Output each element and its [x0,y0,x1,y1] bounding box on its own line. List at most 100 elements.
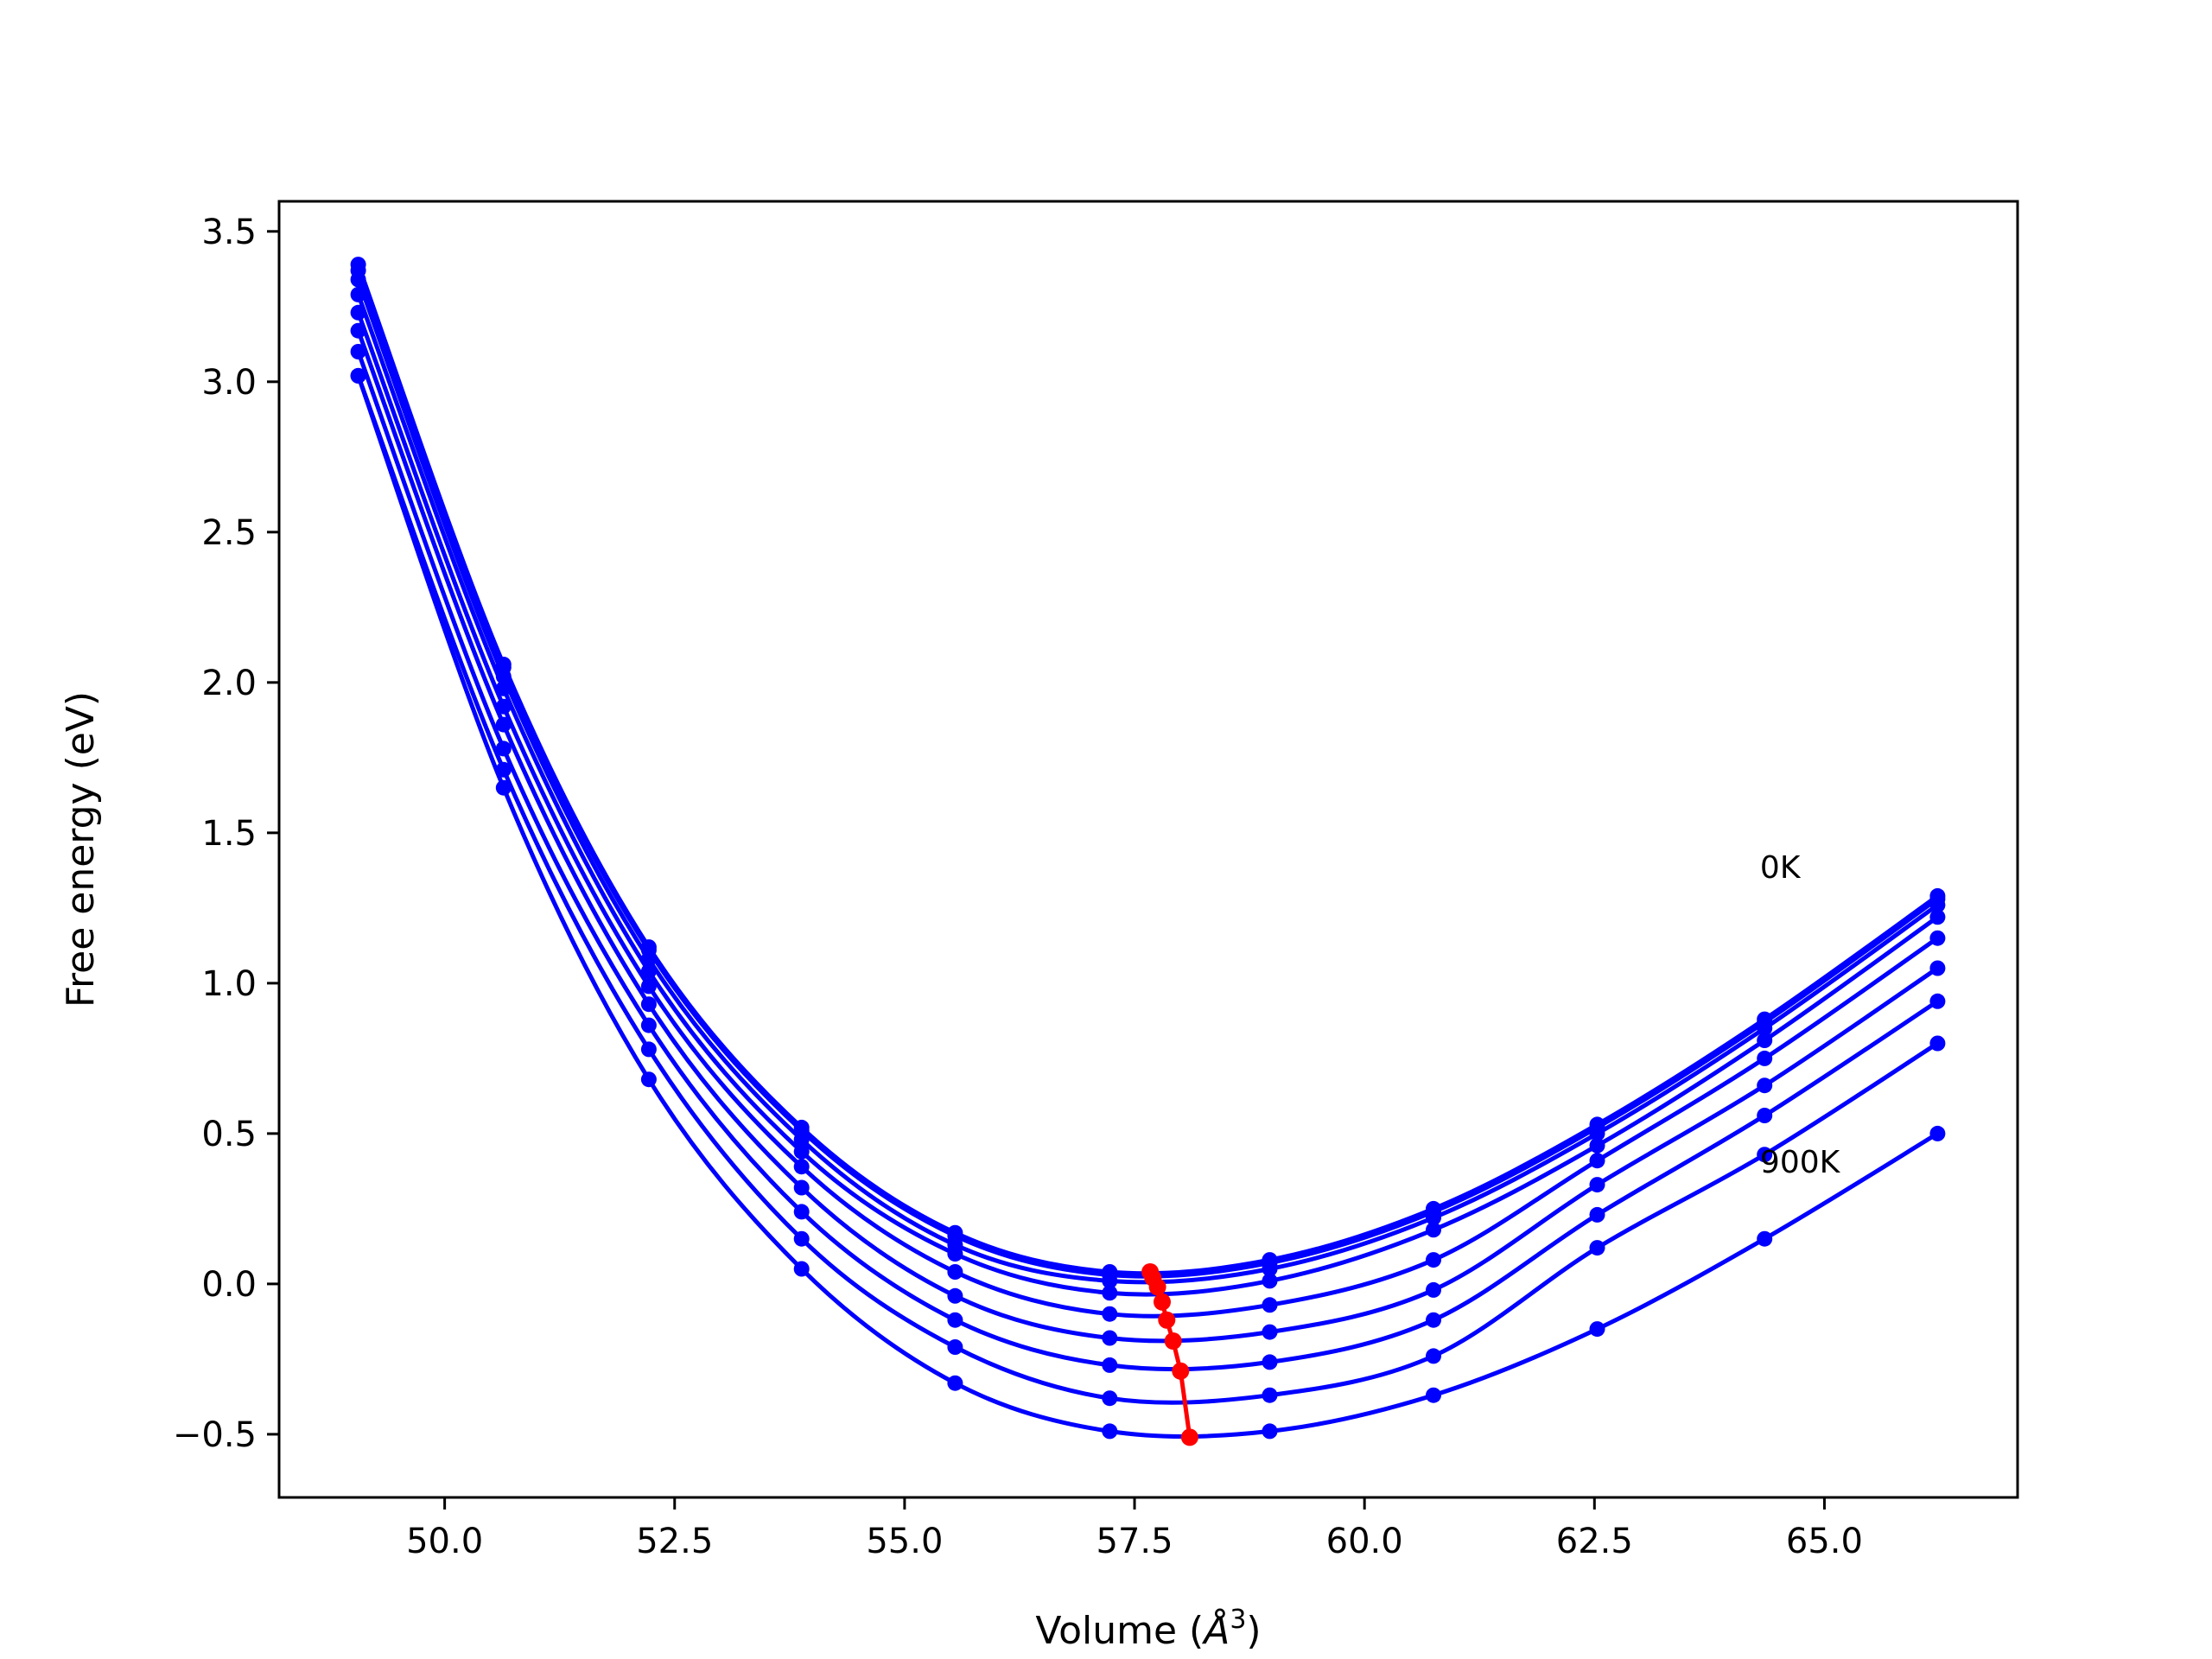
curve-line-3 [356,294,1939,1297]
minimum-point-3 [1154,1293,1171,1311]
y-tick-label-7: 3.0 [201,363,257,403]
y-tick-label-8: 3.5 [201,213,257,252]
curve-point-7-6 [1262,1387,1278,1403]
curve-point-3-9 [1757,1033,1773,1048]
x-axis-label-exponent: 3 [1230,1605,1246,1635]
curve-point-4-8 [1589,1153,1605,1169]
x-tick-label-4: 60.0 [1326,1522,1403,1561]
curve-point-8-0 [350,367,366,384]
curve-point-3-4 [947,1246,963,1262]
curve-point-5-4 [947,1287,963,1304]
curve-point-8-10 [1929,1125,1946,1141]
curve-point-4-6 [1262,1297,1278,1313]
x-tick-label-1: 52.5 [636,1522,713,1561]
y-tick-label-1: 0.0 [201,1265,257,1305]
curve-point-8-1 [495,779,512,796]
y-tick-label-2: 0.5 [201,1115,257,1154]
curve-point-6-10 [1929,993,1946,1009]
curve-point-2-6 [1262,1261,1278,1277]
curve-point-3-2 [640,963,657,979]
curve-point-8-9 [1757,1230,1773,1247]
curve-point-7-4 [947,1339,963,1355]
curve-line-6 [356,351,1939,1372]
curve-point-7-7 [1426,1348,1441,1364]
x-axis-label-prefix: Volume ( [1035,1609,1204,1653]
curve-point-8-2 [640,1071,657,1088]
curve-point-8-8 [1589,1321,1605,1338]
x-tick-label-6: 65.0 [1786,1522,1863,1561]
axes-frame [277,200,2019,1499]
curve-point-4-5 [1102,1306,1118,1322]
minimum-point-4 [1158,1311,1176,1329]
curve-point-8-4 [947,1375,963,1391]
curve-point-3-6 [1262,1273,1278,1289]
annotations: 0K 900K [1760,850,1841,1180]
curve-line-1 [356,270,1939,1279]
curve-point-4-2 [640,978,657,995]
curve-point-2-7 [1426,1210,1441,1226]
curve-point-3-10 [1929,909,1946,925]
curve-point-6-7 [1426,1312,1441,1328]
curve-point-6-6 [1262,1354,1278,1370]
curve-point-7-5 [1102,1390,1118,1407]
curve-point-6-1 [495,741,512,757]
curve-point-2-3 [793,1131,810,1147]
curve-point-5-10 [1929,960,1946,976]
curve-line-2 [356,278,1939,1285]
curve-point-8-6 [1262,1423,1278,1440]
curve-point-4-0 [350,304,366,321]
curve-point-2-8 [1589,1125,1605,1141]
curve-point-3-3 [793,1143,810,1160]
curve-point-7-3 [793,1230,810,1247]
curve-point-3-8 [1589,1137,1605,1154]
curve-point-3-5 [1102,1285,1118,1301]
x-axis-label-suffix: ) [1246,1609,1261,1653]
curve-point-4-4 [947,1264,963,1280]
y-tick-label-6: 2.5 [201,513,257,553]
curve-point-5-2 [640,996,657,1013]
annotation-0: 0K [1760,850,1802,886]
curve-point-4-7 [1426,1252,1441,1268]
curve-point-5-5 [1102,1330,1118,1346]
x-axis-label: Volume (Å3) [1035,1605,1261,1653]
curve-point-6-4 [947,1312,963,1328]
curve-point-6-0 [350,344,366,359]
curve-point-5-8 [1589,1177,1605,1193]
curve-point-6-3 [793,1204,810,1220]
curve-point-7-10 [1929,1035,1946,1052]
curve-point-6-2 [640,1017,657,1033]
curve-line-4 [356,311,1939,1319]
x-tick-label-0: 50.0 [406,1522,483,1561]
annotation-1: 900K [1760,1145,1841,1180]
curve-point-3-0 [350,286,366,302]
curve-point-8-3 [793,1261,810,1277]
curve-point-4-9 [1757,1050,1773,1066]
curve-point-7-2 [640,1041,657,1058]
curve-point-2-10 [1929,897,1946,913]
x-tick-label-5: 62.5 [1556,1522,1633,1561]
curve-point-5-3 [793,1179,810,1196]
curve-point-8-7 [1426,1387,1441,1403]
y-tick-label-4: 1.5 [201,814,257,854]
curve-point-5-1 [495,716,512,733]
x-axis-label-unit: Å [1201,1607,1230,1653]
y-tick-label-0: −0.5 [173,1415,257,1455]
curve-point-7-8 [1589,1240,1605,1256]
x-tick-label-3: 57.5 [1096,1522,1173,1561]
curve-line-5 [356,329,1939,1344]
curve-line-8 [356,375,1939,1440]
curve-point-7-9 [1757,1147,1773,1163]
minimum-point-2 [1148,1278,1166,1296]
curve-point-5-9 [1757,1077,1773,1094]
curve-point-2-0 [350,271,366,288]
tick-marks: 50.0 52.5 55.0 57.5 60.0 62.5 65.0 −0.5 0.0 0.5 1.… [173,213,1863,1561]
curve-point-4-3 [793,1159,810,1175]
minimum-point-7 [1180,1428,1198,1446]
curve-point-6-9 [1757,1108,1773,1123]
curve-point-6-5 [1102,1357,1118,1373]
curve-point-6-8 [1589,1206,1605,1223]
plot-area [350,257,1946,1446]
minimum-point-6 [1172,1362,1190,1380]
